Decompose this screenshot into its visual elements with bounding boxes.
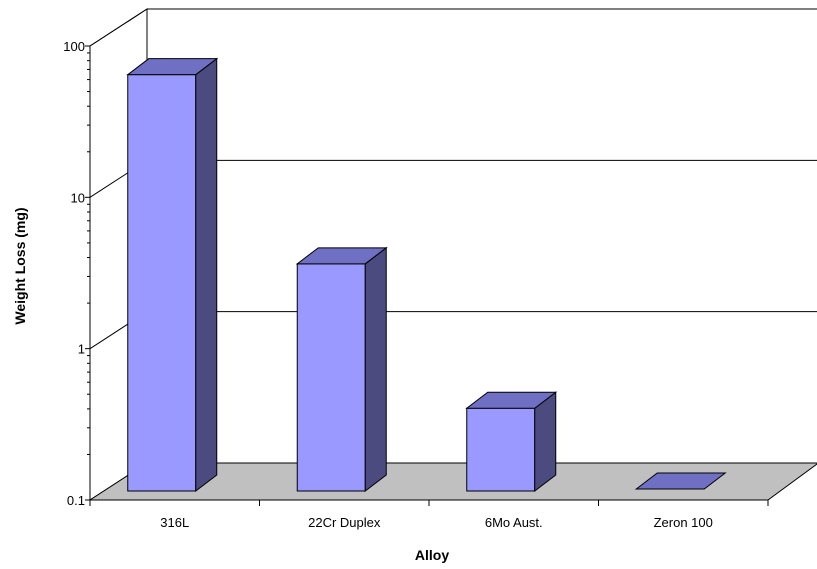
bar-1 (295, 246, 388, 493)
bar-front-face (466, 407, 536, 492)
bar-top-face (295, 247, 388, 265)
bar-side-face (534, 391, 557, 493)
bar-top-face (126, 58, 219, 76)
bar-2 (465, 391, 558, 493)
y-tick-label: 1 (78, 342, 85, 357)
x-tick-label: 22Cr Duplex (308, 515, 381, 530)
bar-side-face (195, 57, 218, 493)
x-axis-title: Alloy (415, 547, 449, 563)
bar-0 (126, 57, 219, 493)
x-tick-label: 316L (160, 515, 189, 530)
bar-top-face (634, 472, 727, 490)
gridline-wall (89, 8, 148, 47)
bar-top-face (465, 391, 558, 409)
x-tick-label: Zeron 100 (654, 515, 713, 530)
y-tick-label: 10 (71, 190, 85, 205)
y-axis-ticks: 0.1 1 10 100 (63, 39, 91, 508)
bar-front-face (296, 263, 366, 492)
bar-side-face (364, 246, 387, 493)
x-tick-label: 6Mo Aust. (485, 515, 543, 530)
chart-bars (126, 57, 727, 493)
y-tick-label: 100 (63, 39, 85, 54)
y-axis-title: Weight Loss (mg) (12, 207, 28, 324)
bar-3 (634, 472, 727, 490)
bar-front-face (127, 74, 197, 492)
x-axis-ticks: 316L 22Cr Duplex 6Mo Aust. Zeron 100 (89, 500, 769, 530)
y-tick-label: 0.1 (67, 493, 85, 508)
